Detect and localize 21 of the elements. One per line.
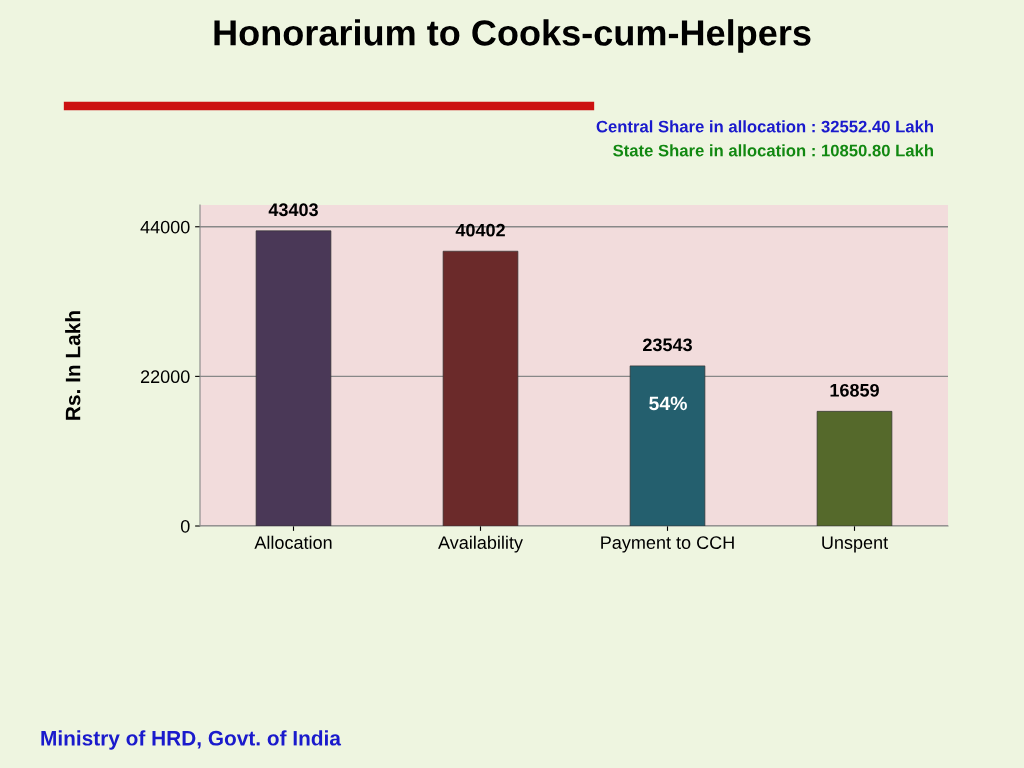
bar: [629, 365, 706, 526]
x-tick-label: Allocation: [254, 535, 332, 549]
text: Ministry of HRD, Govt. of India: [41, 730, 342, 750]
text: State Share in allocation : 10850.80 Lakh: [613, 144, 933, 157]
bar: [816, 410, 893, 526]
data-label: 40402: [455, 223, 505, 237]
x-tick-label: Availability: [438, 535, 523, 553]
bar: [442, 250, 519, 526]
y-tick-label: 0: [180, 519, 190, 533]
data-label: 16859: [830, 383, 879, 397]
y-axis-title: Rs. In Lakh: [65, 311, 81, 420]
data-label: 23543: [643, 338, 692, 352]
data-label: 43403: [268, 203, 318, 217]
y-tick-label: 22000: [140, 370, 190, 384]
x-tick-label: Payment to CCH: [601, 536, 734, 553]
bar: [255, 230, 332, 526]
text: Central Share in allocation : 32552.40 Lakh: [596, 120, 933, 133]
annotation: 54%: [649, 396, 687, 411]
x-tick-label: Unspent: [822, 536, 888, 553]
chart-title: Honorarium to Cooks-cum-Helpers: [214, 19, 811, 53]
y-tick-label: 44000: [140, 220, 190, 234]
